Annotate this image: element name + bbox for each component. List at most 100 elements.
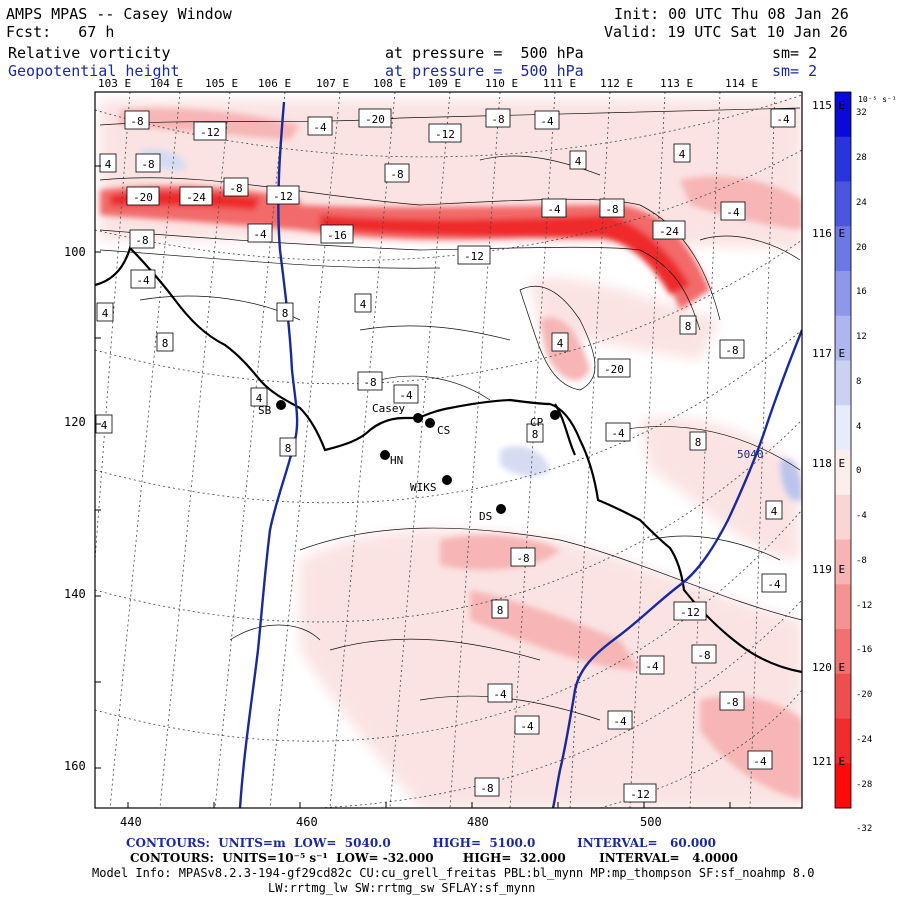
colorbar-label: 12: [856, 332, 867, 343]
vorticity-label-text: -8: [130, 115, 143, 128]
top-lon-label: 109 E: [428, 77, 462, 90]
vorticity-label-text: -8: [135, 234, 148, 247]
vorticity-label: 4: [99, 153, 117, 173]
colorbar-swatch: [835, 360, 851, 406]
vorticity-label: -8: [135, 153, 161, 173]
vorticity-label: -4: [605, 422, 631, 442]
vorticity-label-text: -4: [253, 228, 267, 241]
vorticity-label-box: [569, 150, 587, 170]
station: WIKS: [410, 475, 452, 494]
station-label: CP: [530, 416, 544, 429]
vorticity-label-box: [679, 315, 697, 335]
field1-name: Relative vorticity: [8, 44, 171, 62]
coastline: [95, 245, 802, 674]
vorticity-label: 4: [765, 500, 783, 520]
vorticity-label-text: -4: [645, 660, 659, 673]
vorticity-label-text: 4: [360, 298, 367, 311]
vorticity-labels: -8 -12 -4 -20 -12 -8 -4 -4 4 -8 4 4 -8 -20 -24 -8 -12 -4 -…: [95, 108, 796, 803]
top-lon-label: 111 E: [543, 77, 577, 90]
vorticity-label-text: -4: [399, 389, 413, 402]
right-lon-label: 115 E: [812, 99, 846, 112]
station-label: SB: [258, 404, 272, 417]
vorticity-label-text: 8: [685, 320, 692, 333]
vorticity-label-box: [474, 777, 500, 797]
colorbar-frame: [834, 91, 852, 809]
colorbar-swatch: [835, 92, 851, 138]
vorticity-label-box: [428, 123, 462, 143]
vorticity-label-box: [193, 121, 227, 141]
top-lon-label: 104 E: [150, 77, 184, 90]
top-lon-label: 113 E: [660, 77, 694, 90]
vorticity-label-box: [485, 108, 511, 128]
station-label: HN: [390, 454, 403, 467]
vorticity-label: -4: [541, 198, 567, 218]
vorticity-label-box: [720, 201, 746, 221]
colorbar-swatch: [835, 718, 851, 764]
right-lon-label: 117 E: [812, 347, 846, 360]
vorticity-label-text: -8: [363, 376, 376, 389]
height-contour-label: 5040: [737, 448, 764, 461]
vorticity-label-text: 4: [575, 155, 582, 168]
vorticity-label-text: -8: [725, 344, 738, 357]
vorticity-label-text: 4: [771, 505, 778, 518]
top-lon-label: 112 E: [600, 77, 634, 90]
station: Casey: [372, 402, 423, 423]
vorticity-label-box: [673, 601, 707, 621]
vorticity-label-box: [623, 783, 657, 803]
vorticity-label-box: [266, 185, 300, 205]
vorticity-label-box: [770, 108, 796, 128]
vorticity-label-box: [96, 302, 114, 322]
vorticity-label: -8: [719, 691, 745, 711]
vorticity-label-text: 4: [102, 307, 109, 320]
vorticity-label-box: [276, 302, 294, 322]
map-content: -8 -12 -4 -20 -12 -8 -4 -4 4 -8 4 4 -8 -20 -24 -8 -12 -4 -…: [95, 92, 802, 808]
vorticity-label-box: [179, 186, 213, 206]
vorticity-label-box: [357, 371, 383, 391]
vorticity-label: 8: [279, 437, 297, 457]
vorticity-label-box: [765, 500, 783, 520]
colorbar-label: -20: [856, 690, 873, 701]
vorticity-label-box: [247, 223, 273, 243]
vorticity-label-box: [719, 339, 745, 359]
vorticity-label-box: [156, 332, 174, 352]
colorbar-label: -4: [856, 511, 867, 522]
station: HN: [380, 450, 403, 467]
footer-vorticity-contours: CONTOURS: UNITS=10⁻⁵ s⁻¹ LOW= -32.000 HI…: [130, 851, 738, 865]
vorticity-label-text: -4: [313, 121, 327, 134]
vorticity-label: 4: [673, 143, 691, 163]
station-marker: [550, 410, 560, 420]
vorticity-label: -12: [673, 601, 707, 621]
vorticity-label-text: -12: [273, 190, 293, 203]
colorbar-label: -32: [856, 824, 873, 835]
valid-time: Valid: 19 UTC Sat 10 Jan 26: [604, 23, 848, 41]
vorticity-label-text: -12: [435, 128, 455, 141]
top-lon-label: 110 E: [485, 77, 519, 90]
latlon-grid: [95, 92, 802, 808]
vorticity-label: -20: [126, 186, 160, 206]
top-lon-label: 114 E: [725, 77, 759, 90]
right-lon-label: 120 E: [812, 661, 846, 674]
top-lon-label: 107 E: [316, 77, 350, 90]
vorticity-label: -20: [358, 108, 392, 128]
footer-model-info-2: LW:rrtmg_lw SW:rrtmg_sw SFLAY:sf_mynn: [268, 881, 536, 895]
vorticity-label: -24: [652, 220, 686, 240]
field1-level: at pressure = 500 hPa: [385, 44, 584, 62]
vorticity-label-text: -8: [390, 168, 403, 181]
vorticity-label-text: -24: [186, 191, 206, 204]
vorticity-label-text: 8: [282, 307, 289, 320]
vorticity-label-box: [541, 198, 567, 218]
footer-model-info: Model Info: MPASv8.2.3-194-gf29cd82c CU:…: [92, 866, 815, 880]
station-marker: [442, 475, 452, 485]
colorbar-label: 24: [856, 197, 867, 208]
vorticity-label: -12: [623, 783, 657, 803]
y-axis-tick-label: 160: [64, 759, 86, 773]
vorticity-label-box: [393, 384, 419, 404]
vorticity-shading-blue: [140, 149, 802, 501]
vorticity-label-text: -4: [753, 755, 767, 768]
vorticity-label-box: [491, 599, 509, 619]
init-time: Init: 00 UTC Thu 08 Jan 26: [614, 5, 849, 23]
vorticity-label-box: [99, 153, 117, 173]
vorticity-label-text: -8: [141, 158, 154, 171]
vorticity-label-box: [652, 220, 686, 240]
colorbar-swatch: [835, 763, 851, 809]
